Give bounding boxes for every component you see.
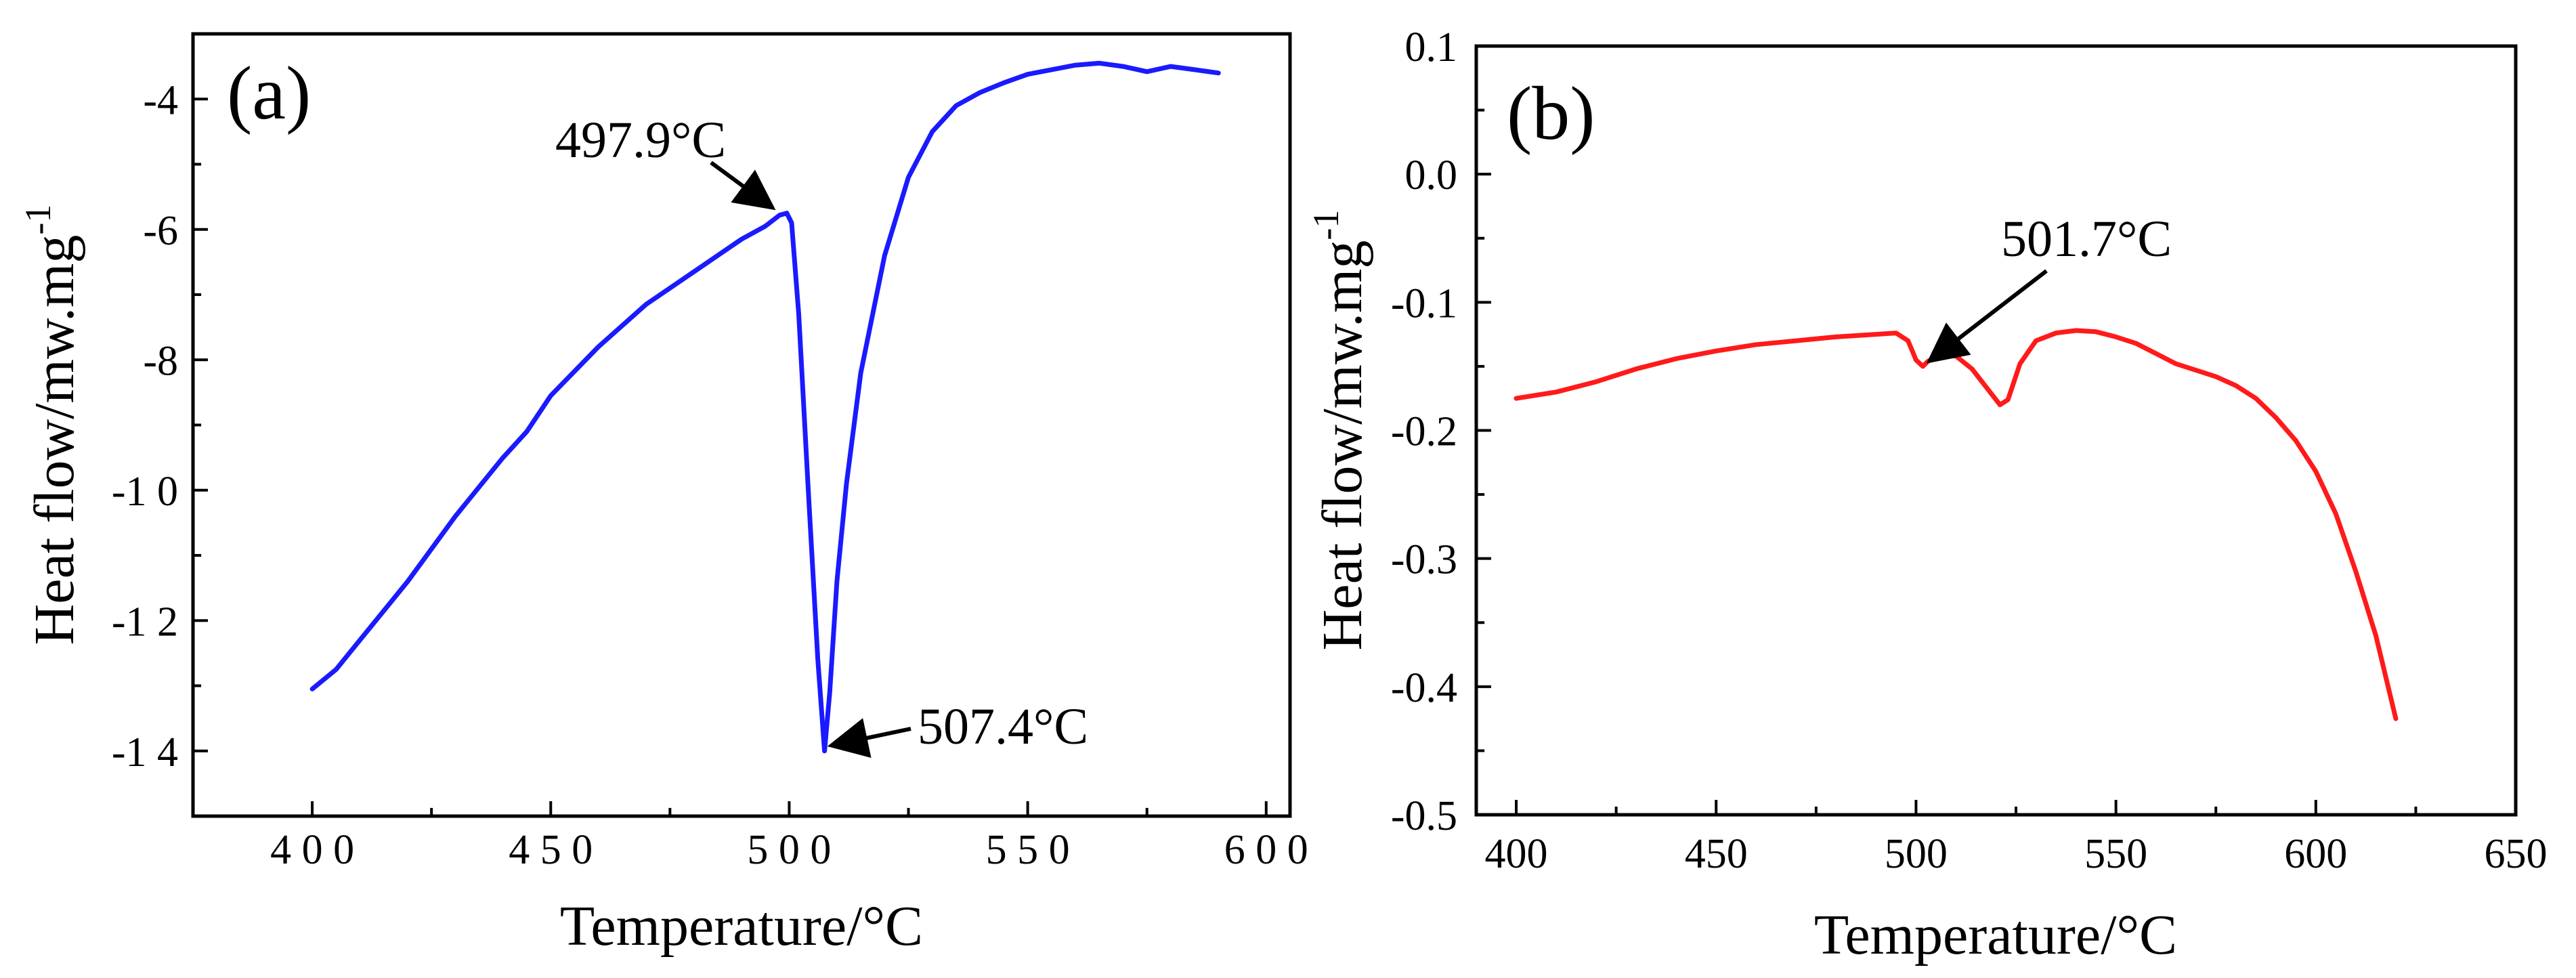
annotation-arrow [710,161,776,211]
y-tick-label: -0.2 [1391,409,1457,455]
y-tick-label: 0.0 [1405,152,1458,198]
x-tick-label: 4 0 0 [270,827,354,873]
panel-b-ylabel: Heat flow/mw.mg-1 [1306,210,1374,651]
y-tick-label: -1 4 [112,729,178,775]
panel-a-annotations: 497.9°C 507.4°C [555,112,1088,758]
x-tick-label: 6 0 0 [1224,827,1308,873]
panel-a: 4 0 0 4 5 0 5 0 0 5 5 0 6 0 0 -4 -6 -8 -1 0 -1 2 -… [18,32,1308,958]
panel-b-ylabel-main: Heat flow/mw.mg [1311,240,1374,651]
panel-b-frame [1474,44,2518,817]
panel-a-series-line [309,60,1221,754]
panel-a-frame [191,32,1292,818]
panel-b-annotations: 501.7°C [1926,211,2172,364]
panel-a-ylabel-sup: -1 [18,205,58,235]
y-tick-label: -8 [143,338,178,384]
x-tick-label: 550 [2084,831,2147,877]
x-tick-label: 650 [2485,831,2548,877]
y-tick-label: -4 [143,77,178,123]
y-tick-label: -1 0 [112,469,178,515]
y-tick-label: -0.5 [1391,793,1457,839]
x-tick-label: 400 [1485,831,1548,877]
panel-a-ylabel-main: Heat flow/mw.mg [23,235,86,645]
panel-b: 400 450 500 550 600 650 0.1 0.0 -0.1 -0.2 -0.3 -0.4… [1306,24,2548,966]
panel-a-label: (a) [227,51,311,135]
x-tick-label: 600 [2284,831,2347,877]
panel-b-label: (b) [1507,72,1595,156]
panel-b-tick-labels: 400 450 500 550 600 650 0.1 0.0 -0.1 -0.2 -0.3 -0.4… [1391,24,2548,877]
y-tick-label: -6 [143,208,178,254]
annotation-label: 501.7°C [2001,211,2172,268]
panel-a-ticks [193,98,1268,816]
panel-a-ylabel: Heat flow/mw.mg-1 [18,205,86,645]
panel-b-series-line [1514,328,2399,721]
panel-a-xlabel: Temperature/°C [560,895,923,958]
y-tick-label: 0.1 [1405,24,1458,70]
x-tick-label: 4 5 0 [509,827,593,873]
x-tick-label: 450 [1685,831,1748,877]
y-tick-label: -0.1 [1391,280,1457,326]
x-tick-label: 5 0 0 [747,827,831,873]
annotation-arrow [827,718,911,758]
annotation-label: 497.9°C [555,112,726,169]
y-tick-label: -0.4 [1391,665,1457,711]
y-tick-label: -1 2 [112,599,178,645]
y-tick-label: -0.3 [1391,537,1457,583]
panel-b-ylabel-sup: -1 [1306,210,1346,240]
panel-a-tick-labels: 4 0 0 4 5 0 5 0 0 5 5 0 6 0 0 -4 -6 -8 -1 0 -1 2 -… [112,77,1308,873]
panel-b-xlabel: Temperature/°C [1814,903,2177,966]
annotation-arrow [1926,269,2048,364]
x-tick-label: 500 [1885,831,1948,877]
x-tick-label: 5 5 0 [986,827,1070,873]
annotation-label: 507.4°C [918,698,1088,755]
panel-b-ticks [1476,45,2517,816]
